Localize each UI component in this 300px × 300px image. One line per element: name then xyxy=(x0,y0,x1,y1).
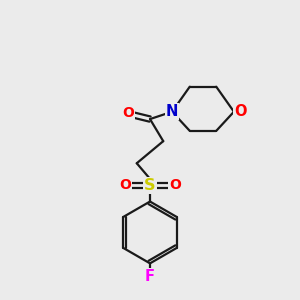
Text: F: F xyxy=(145,269,155,284)
Text: O: O xyxy=(169,178,181,192)
Text: O: O xyxy=(122,106,134,120)
Text: S: S xyxy=(144,178,156,193)
Text: N: N xyxy=(166,104,178,119)
Text: O: O xyxy=(119,178,131,192)
Text: O: O xyxy=(234,104,247,119)
